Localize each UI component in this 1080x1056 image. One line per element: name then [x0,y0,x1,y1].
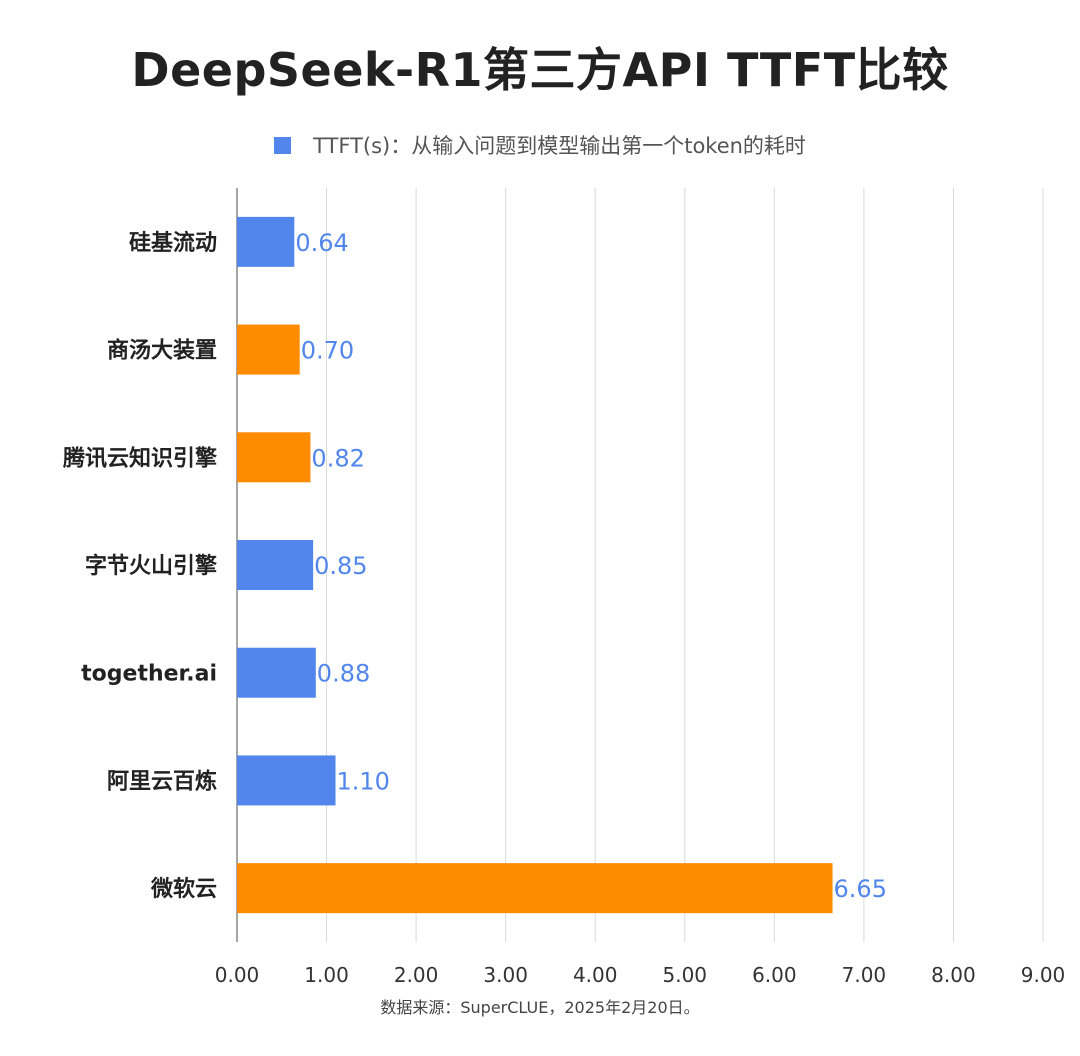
value-label: 1.10 [337,767,390,795]
x-tick-label: 7.00 [842,963,887,987]
category-label: 腾讯云知识引擎 [63,445,217,471]
value-label: 6.65 [834,875,887,903]
x-tick-label: 6.00 [752,963,797,987]
bar [237,540,314,590]
value-label: 0.88 [317,660,370,688]
source-note: 数据来源：SuperCLUE，2025年2月20日。 [380,998,700,1017]
category-label: together.ai [81,662,217,687]
legend-swatch [274,136,292,154]
x-tick-label: 5.00 [663,963,708,987]
chart-legend: TTFT(s)：从输入问题到模型输出第一个token的耗时 [0,130,1080,160]
bar [237,863,833,914]
x-tick-label: 1.00 [304,963,349,987]
legend-label: TTFT(s)：从输入问题到模型输出第一个token的耗时 [313,134,806,158]
value-label: 0.85 [314,552,367,580]
value-label: 0.64 [295,229,348,257]
x-tick-label: 3.00 [483,963,528,987]
category-label: 商汤大装置 [107,338,217,364]
bar [237,216,295,267]
x-tick-label: 2.00 [394,963,439,987]
bar [237,432,311,483]
category-label: 硅基流动 [129,230,217,256]
x-tick-label: 0.00 [215,963,260,987]
value-label: 0.70 [301,337,354,365]
category-label: 阿里云百炼 [107,768,217,794]
category-label: 字节火山引擎 [85,553,217,579]
value-label: 0.82 [311,444,364,472]
x-tick-label: 8.00 [931,963,976,987]
bar [237,324,300,375]
x-tick-label: 9.00 [1021,963,1066,987]
bar [237,647,316,698]
bar [237,755,336,806]
bar-chart: 0.00 1.00 2.00 3.00 4.00 5.00 6.00 7.00 8.00 9.00… [63,188,1066,987]
category-label: 微软云 [150,876,217,902]
x-tick-label: 4.00 [573,963,618,987]
chart-title: DeepSeek-R1第三方API TTFT比较 [131,43,949,97]
